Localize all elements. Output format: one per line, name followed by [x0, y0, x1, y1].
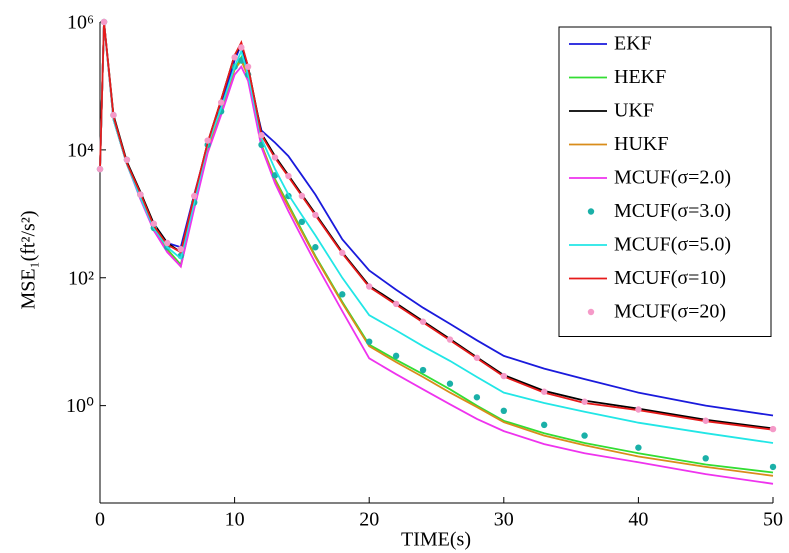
legend-marker [587, 208, 595, 215]
x-tick-label: 10 [225, 509, 245, 531]
x-tick-label: 20 [359, 509, 379, 531]
data-point [339, 249, 346, 257]
data-point [366, 283, 373, 290]
data-point [392, 352, 400, 360]
data-point [581, 398, 588, 405]
legend-marker [587, 308, 595, 316]
data-point [339, 291, 346, 298]
data-point [702, 417, 709, 424]
data-point [635, 444, 642, 451]
data-point [769, 425, 777, 433]
data-point [238, 44, 245, 51]
data-point [204, 137, 211, 144]
data-point [419, 318, 427, 325]
legend-label: MCUF(σ=5.0) [614, 234, 731, 256]
data-point [244, 63, 252, 70]
data-point [540, 421, 548, 429]
data-point [446, 380, 454, 387]
y-tick-label: 10⁴ [67, 139, 94, 161]
data-point [446, 336, 454, 343]
y-tick-label: 10⁶ [67, 12, 94, 34]
data-point [473, 354, 481, 361]
legend-box [558, 26, 772, 337]
data-point [271, 154, 279, 161]
data-point [150, 220, 158, 227]
data-point [540, 388, 548, 395]
y-tick-label: 10² [68, 267, 94, 289]
legend-label: MCUF(σ=2.0) [614, 167, 731, 189]
data-point [177, 245, 184, 253]
legend-label: UKF [614, 100, 654, 122]
legend-label: EKF [614, 33, 652, 55]
legend-label: MCUF(σ=20) [614, 301, 726, 323]
data-point [231, 54, 238, 61]
data-point [392, 300, 400, 308]
data-point [164, 239, 171, 247]
data-line [99, 21, 774, 444]
y-axis-label: MSE₁(ft²/s²) [18, 211, 40, 310]
data-point [769, 463, 777, 471]
legend-label: HUKF [614, 133, 668, 155]
data-point [100, 18, 108, 26]
data-point [419, 366, 427, 374]
x-axis-label: TIME(s) [401, 529, 471, 551]
data-point [96, 165, 104, 173]
data-point [191, 192, 198, 200]
x-tick-label: 0 [95, 509, 105, 531]
x-tick-label: 30 [494, 509, 514, 531]
data-point [473, 394, 481, 401]
data-point [702, 455, 709, 462]
legend-label: MCUF(σ=3.0) [614, 200, 731, 222]
y-tick-label: 10⁰ [66, 395, 94, 417]
data-point [581, 432, 588, 439]
data-point [285, 172, 292, 180]
data-point [298, 192, 306, 200]
legend-label: MCUF(σ=10) [614, 267, 726, 289]
data-point [217, 99, 225, 106]
data-point [500, 407, 507, 415]
data-point [110, 111, 117, 119]
x-tick-label: 50 [763, 509, 783, 531]
data-point [366, 338, 373, 345]
data-point [500, 372, 507, 380]
data-point [635, 406, 642, 413]
legend-label: HEKF [614, 66, 666, 88]
data-point [312, 211, 319, 219]
data-point [298, 218, 306, 226]
data-point [123, 156, 131, 163]
data-point [137, 191, 144, 198]
x-tick-label: 40 [628, 509, 648, 531]
data-point [312, 244, 319, 251]
data-point [258, 131, 265, 139]
